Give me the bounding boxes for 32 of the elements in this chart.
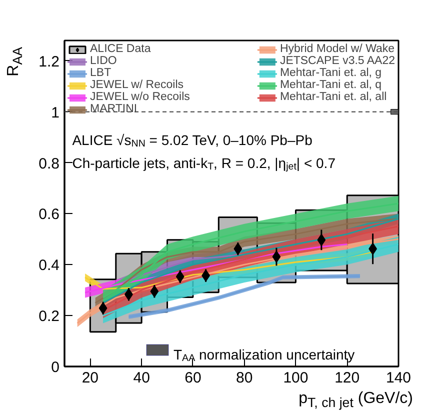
x-tick-label: 80 [236,370,253,386]
legend-label: Mehtar-Tani et. al, g [280,67,382,79]
y-tick-label: 1 [51,104,60,122]
x-tick-label: 60 [184,370,202,386]
y-tick-label: 0.8 [38,155,60,172]
legend-label: ALICE Data [90,43,151,55]
point [317,234,326,246]
legend-label: Mehtar-Tani et. al, q [280,79,382,91]
x-tick-label: 20 [82,370,99,386]
x-tick-label: 140 [386,370,412,386]
point [98,302,108,314]
x-tick-label: 40 [133,370,150,386]
point [150,285,159,298]
point [176,270,184,283]
legend-label: JEWEL w/o Recoils [90,91,190,103]
point [234,242,242,255]
legend-label: LBT [90,67,112,79]
point [272,250,281,263]
legend-label: Mehtar-Tani et. al, all [280,91,387,103]
legend-label: Hybrid Model w/ Wake [280,43,395,55]
legend-label: JEWEL w/ Recoils [90,79,184,91]
y-tick-label: 0.4 [38,257,60,274]
legend-label: MARTINI [90,103,138,115]
y-tick-label: 1.2 [38,53,60,70]
legend-label: JETSCAPE v3.5 AA22 [280,55,395,67]
y-tick-label: 0.6 [38,206,60,224]
x-tick-label: 100 [283,370,308,386]
x-axis-title: p$_{T, ch jet}$ (GeV/c) [298,390,413,412]
y-tick-label: 0.2 [38,308,60,326]
x-tick-label: 120 [334,370,360,386]
y-tick-label: 0 [51,359,60,376]
legend-label: LIDO [90,55,117,67]
